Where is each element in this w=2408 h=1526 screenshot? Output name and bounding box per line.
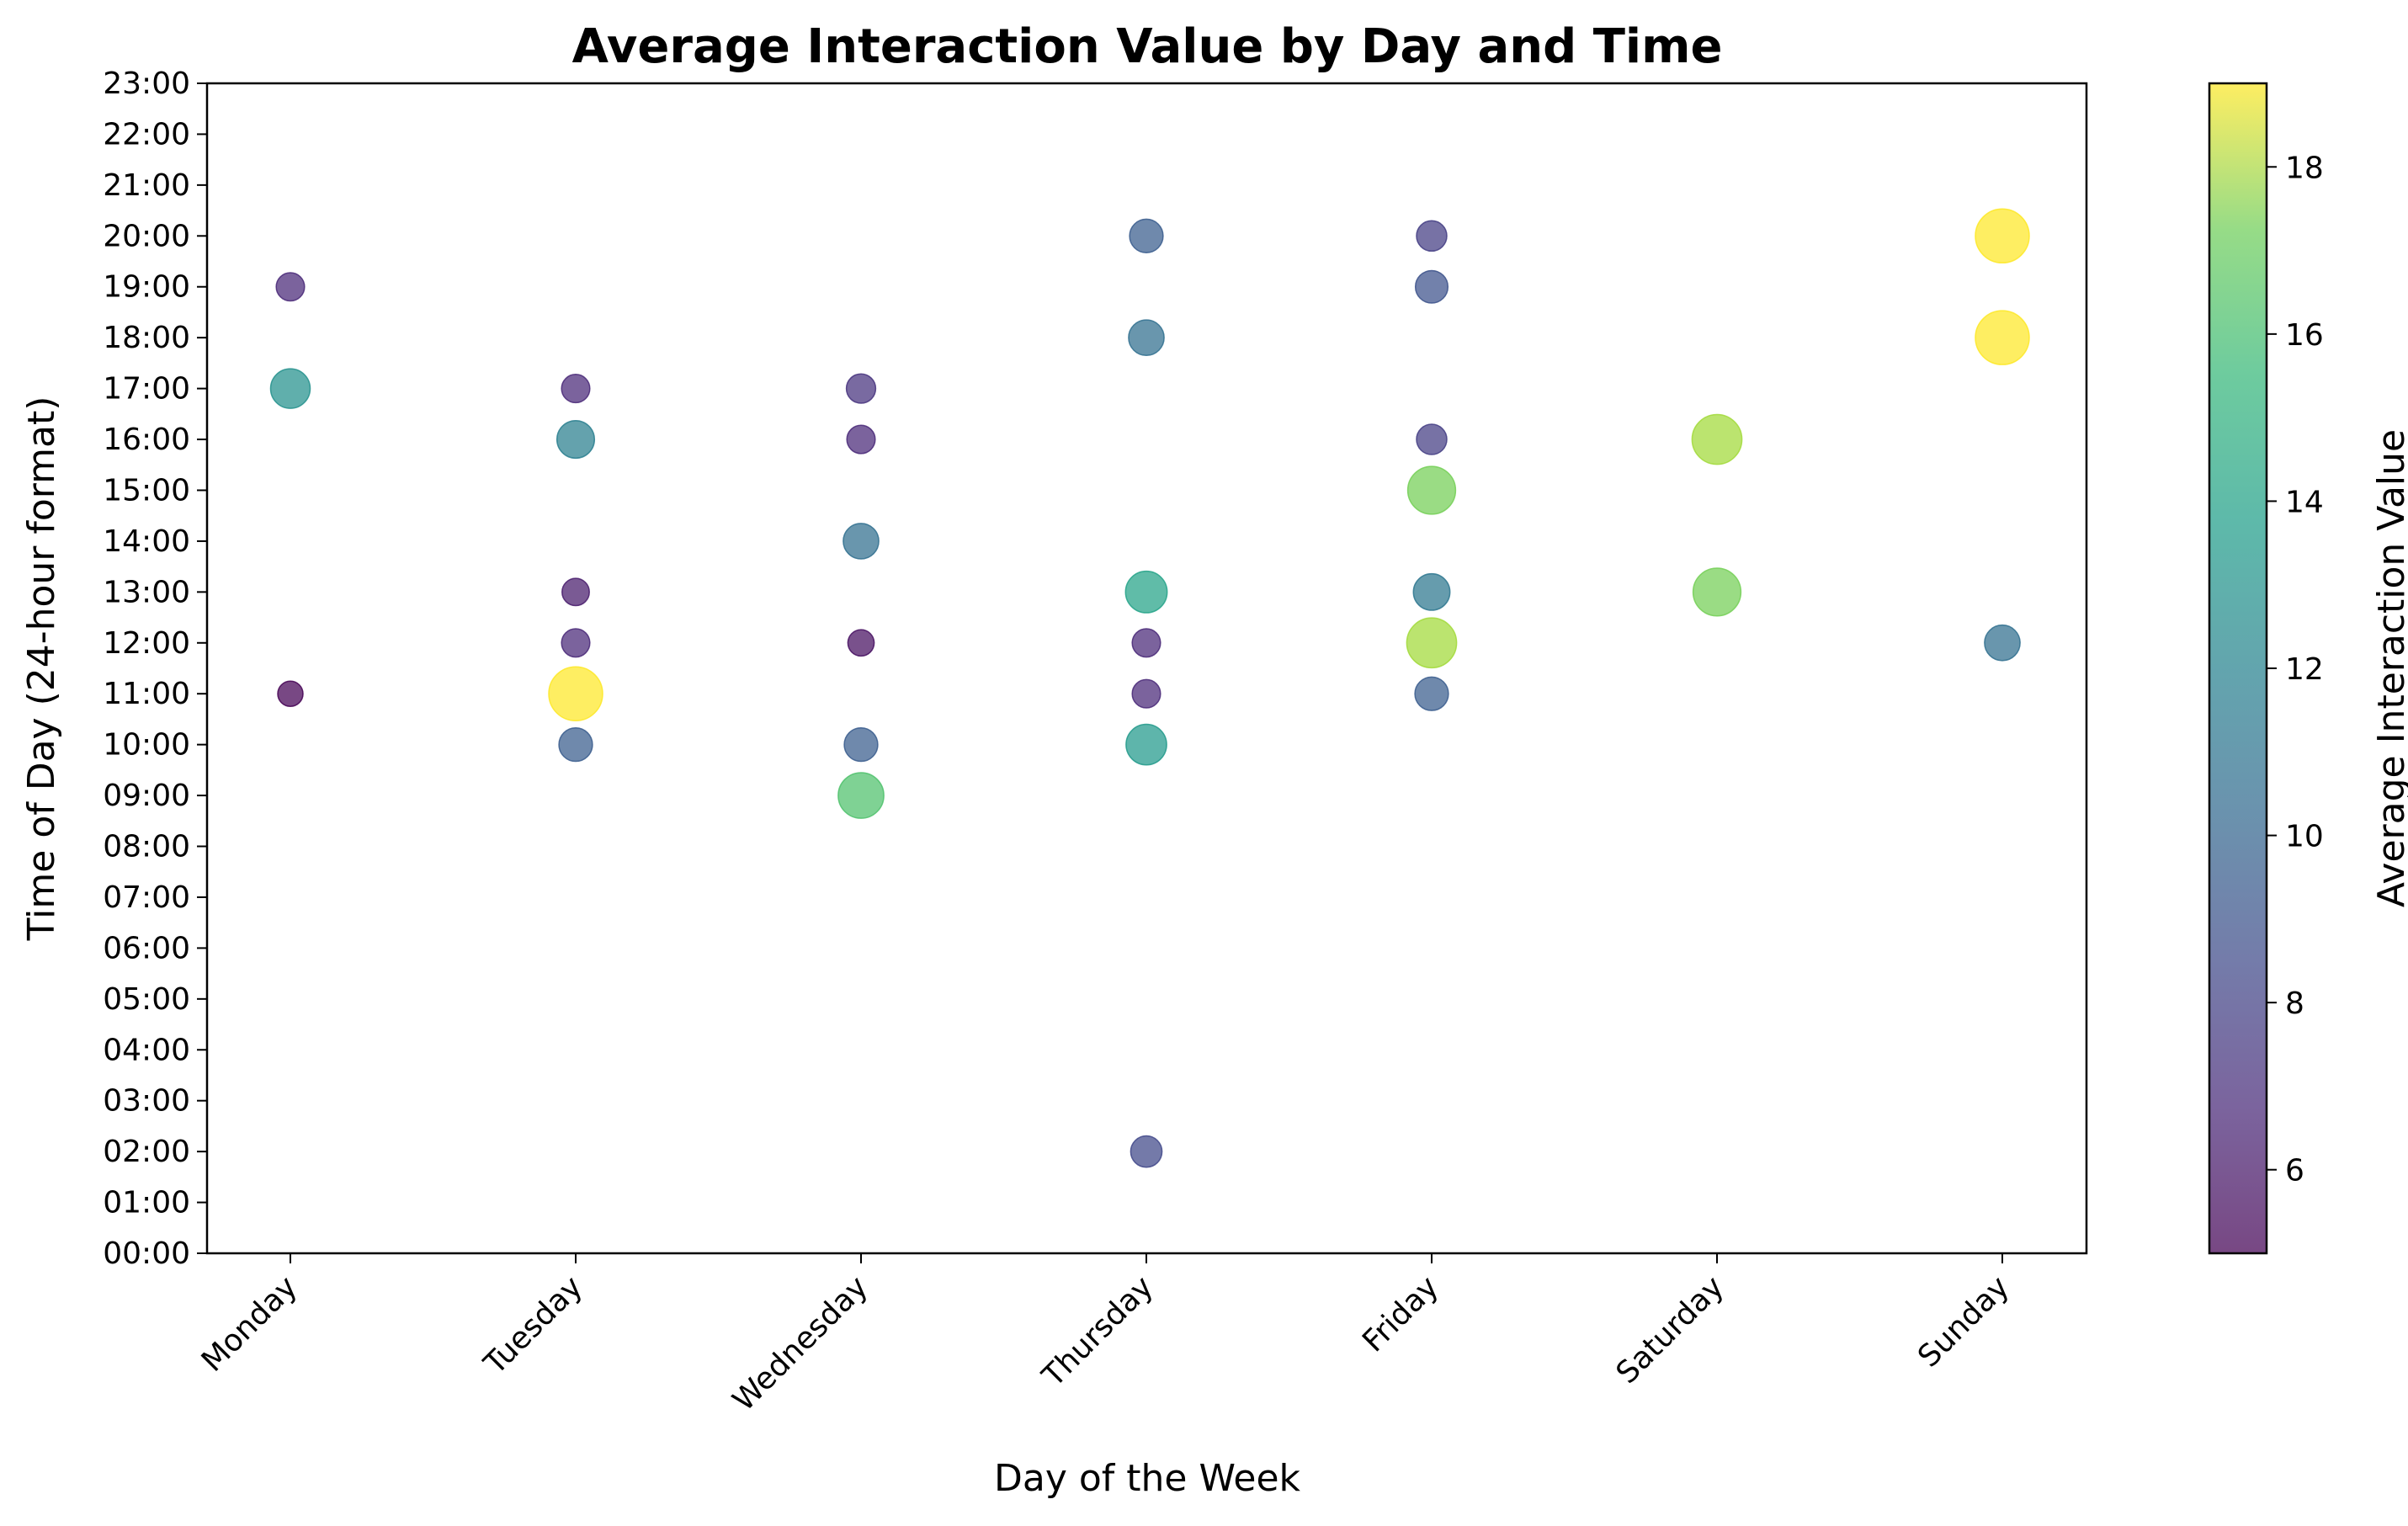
scatter-point [269, 368, 311, 409]
scatter-point [275, 272, 306, 302]
scatter-point [1131, 678, 1161, 709]
y-tick-label: 00:00 [103, 1236, 190, 1271]
x-tick-label: Friday [1356, 1269, 1445, 1359]
scatter-point [845, 373, 877, 404]
y-tick-label: 14:00 [103, 524, 190, 559]
y-tick-label: 12:00 [103, 626, 190, 661]
scatter-point [843, 523, 880, 560]
y-tick-label: 09:00 [103, 779, 190, 813]
scatter-point [561, 628, 591, 658]
scatter-point [1692, 567, 1742, 617]
scatter-point [1129, 218, 1164, 253]
scatter-point [837, 772, 885, 819]
scatter-point [843, 727, 879, 763]
x-tick-label: Wednesday [726, 1269, 874, 1417]
y-tick-label: 04:00 [103, 1033, 190, 1067]
y-tick-label: 02:00 [103, 1135, 190, 1169]
y-tick-label: 07:00 [103, 880, 190, 915]
y-tick-label: 21:00 [103, 168, 190, 203]
y-axis-label: Time of Day (24-hour format) [20, 396, 63, 942]
y-tick-label: 15:00 [103, 473, 190, 508]
y-tick-label: 17:00 [103, 372, 190, 407]
scatter-point [1975, 208, 2030, 264]
scatter-point [1691, 413, 1743, 465]
y-axis-ticks: 00:00 01:00 02:00 03:00 04:00 05:00 06:00 07:00… [103, 66, 207, 1271]
y-tick-label: 18:00 [103, 321, 190, 355]
y-tick-label: 01:00 [103, 1186, 190, 1220]
x-axis-label: Day of the Week [994, 1457, 1301, 1500]
x-tick-label: Monday [195, 1269, 304, 1378]
colorbar-ticks: 6 8 10 12 14 16 18 [2267, 151, 2324, 1188]
scatter-point [1412, 572, 1451, 611]
scatter-point [1416, 220, 1448, 253]
scatter-point [1414, 269, 1449, 304]
colorbar [2208, 82, 2268, 1255]
scatter-point [561, 374, 591, 404]
chart-title: Average Interaction Value by Day and Tim… [572, 19, 1723, 74]
y-tick-label: 23:00 [103, 66, 190, 101]
y-tick-label: 22:00 [103, 117, 190, 152]
y-tick-label: 03:00 [103, 1084, 190, 1119]
scatter-point [1131, 628, 1161, 658]
points-layer [269, 208, 2030, 1168]
scatter-point [548, 666, 603, 721]
x-tick-label: Thursday [1035, 1269, 1160, 1394]
scatter-point [277, 680, 304, 707]
scatter-point [846, 424, 876, 455]
scatter-point [1984, 624, 2021, 662]
y-tick-label: 16:00 [103, 423, 190, 457]
y-tick-label: 05:00 [103, 982, 190, 1017]
y-tick-label: 06:00 [103, 931, 190, 965]
scatter-point [1416, 423, 1448, 455]
colorbar-tick-label: 12 [2285, 652, 2324, 687]
scatter-point [555, 419, 596, 460]
colorbar-tick-label: 8 [2285, 986, 2304, 1021]
scatter-point [1975, 310, 2030, 365]
scatter-point [1414, 676, 1449, 711]
colorbar-tick-label: 14 [2285, 485, 2324, 519]
scatter-point [558, 727, 593, 763]
scatter-point [1124, 570, 1168, 614]
scatter-point [1125, 723, 1167, 766]
scatter-point [1128, 319, 1165, 357]
scatter-point [561, 577, 590, 607]
scatter-point [1406, 617, 1458, 669]
colorbar-tick-label: 10 [2285, 820, 2324, 854]
y-tick-label: 19:00 [103, 270, 190, 305]
y-tick-label: 10:00 [103, 728, 190, 763]
y-tick-label: 11:00 [103, 677, 190, 711]
x-tick-label: Saturday [1610, 1269, 1731, 1390]
scatter-point [847, 629, 875, 657]
colorbar-tick-label: 16 [2285, 318, 2324, 353]
colorbar-label: Average Interaction Value [2370, 429, 2408, 907]
colorbar-tick-label: 6 [2285, 1154, 2304, 1188]
x-tick-label: Sunday [1911, 1269, 2016, 1374]
x-tick-label: Tuesday [477, 1269, 589, 1381]
y-tick-label: 13:00 [103, 575, 190, 609]
y-tick-label: 20:00 [103, 219, 190, 253]
y-tick-label: 08:00 [103, 830, 190, 864]
x-axis-ticks: Monday Tuesday Wednesday Thursday Friday Satu… [195, 1253, 2016, 1418]
plot-area-frame [205, 82, 2088, 1255]
scatter-point [1130, 1135, 1163, 1168]
colorbar-tick-label: 18 [2285, 151, 2324, 185]
scatter-point [1406, 465, 1457, 515]
